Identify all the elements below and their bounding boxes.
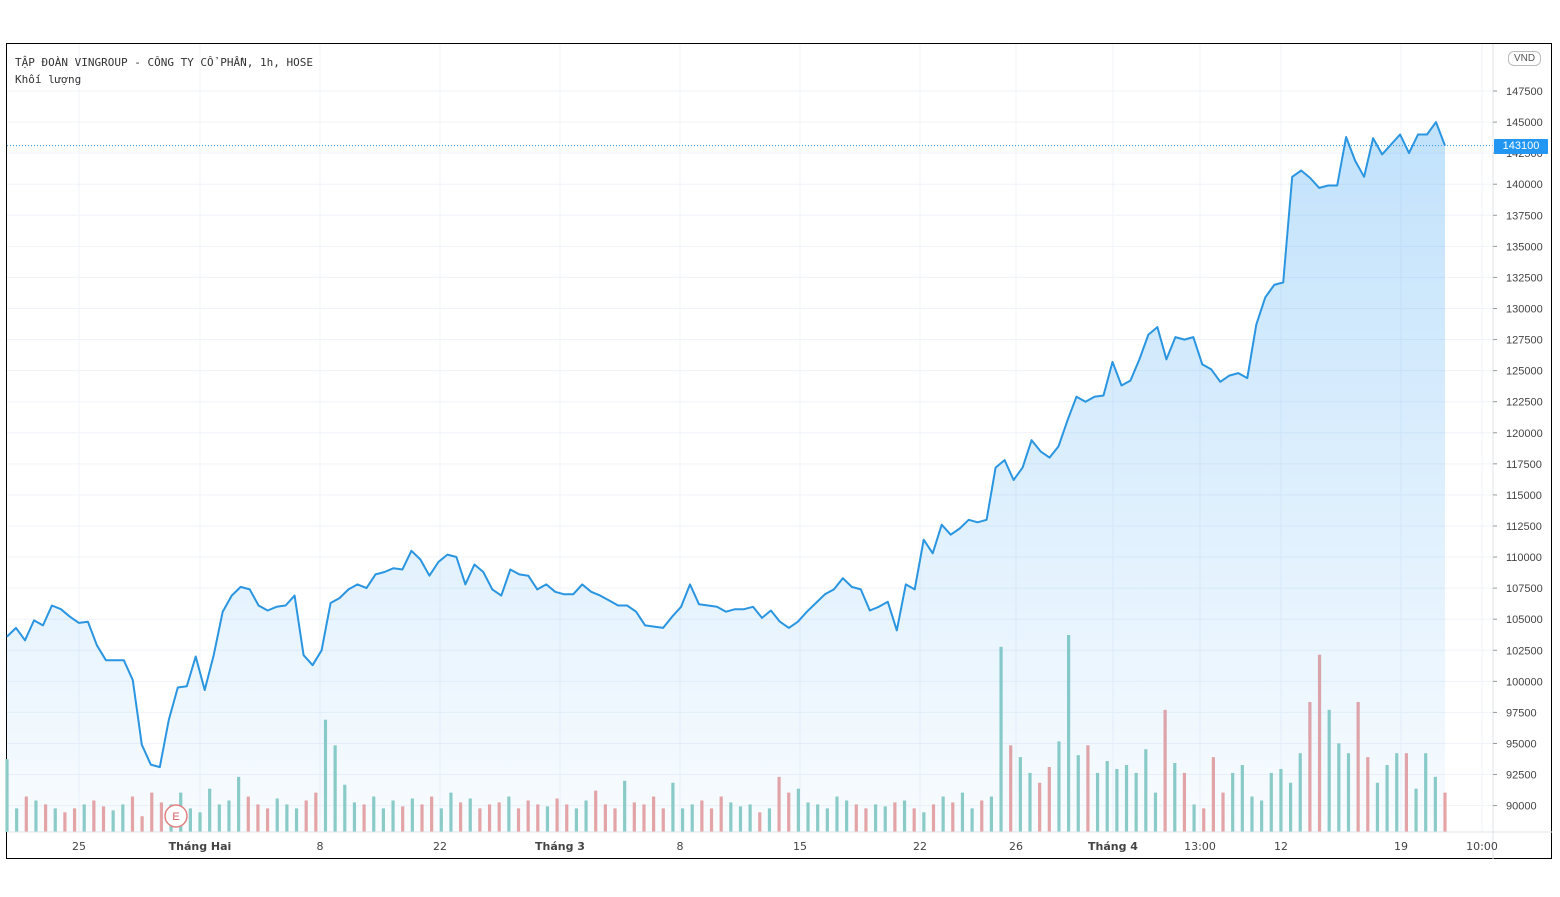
price-tick-label: 92500 (1506, 770, 1537, 782)
current-price-label: 143100 (1494, 139, 1548, 154)
price-tick-label: 115000 (1506, 490, 1542, 502)
price-tick-label: 122500 (1506, 397, 1543, 409)
time-tick-label: 8 (317, 840, 324, 853)
price-tick-label: 147500 (1506, 86, 1543, 98)
time-tick-label: 19 (1394, 840, 1408, 853)
price-axis[interactable]: 1475001450001425001400001375001350001325… (1492, 44, 1543, 859)
currency-button[interactable]: VND (1508, 51, 1542, 66)
volume-indicator-label[interactable]: Khối lượng (15, 73, 82, 86)
price-area-fill (7, 122, 1445, 833)
price-tick-label: 90000 (1506, 801, 1537, 813)
price-area (6, 121, 1493, 833)
price-tick-label: 125000 (1506, 366, 1543, 378)
time-tick-label: 22 (433, 840, 447, 853)
time-tick-label: Tháng 3 (535, 840, 585, 853)
price-tick-label: 102500 (1506, 645, 1543, 657)
earnings-marker (164, 804, 188, 828)
time-axis[interactable]: 25 Tháng Hai 8 22 Tháng 3 8 15 22 26 Tháng 4 13:00… (7, 831, 1552, 853)
symbol-title: TẬP ĐOÀN VINGROUP - CÔNG TY CỔ PHẦN, 1h,… (15, 56, 314, 69)
price-tick-label: 95000 (1506, 738, 1537, 750)
price-tick-label: 117500 (1506, 459, 1542, 471)
time-tick-label: 8 (677, 840, 684, 853)
price-tick-label: 97500 (1506, 707, 1537, 719)
price-tick-label: 137500 (1506, 210, 1543, 222)
price-tick-label: 112500 (1506, 521, 1542, 533)
price-tick-label: 140000 (1506, 179, 1543, 191)
time-tick-label: 13:00 (1184, 840, 1216, 853)
price-tick-label: 100000 (1506, 676, 1543, 688)
time-tick-label: Tháng 4 (1088, 840, 1138, 853)
events-layer: E (164, 804, 188, 828)
price-tick-label: 110000 (1506, 552, 1542, 564)
price-tick-label: 132500 (1506, 272, 1543, 284)
price-line (6, 121, 1446, 769)
price-tick-label: 135000 (1506, 241, 1543, 253)
chart-frame (6, 43, 1552, 859)
price-tick-label: 130000 (1506, 303, 1543, 315)
earnings-marker-label: E (172, 811, 179, 823)
time-tick-label: 26 (1009, 840, 1023, 853)
time-tick-label: 22 (913, 840, 927, 853)
price-tick-label: 145000 (1506, 117, 1543, 129)
price-tick-label: 120000 (1506, 428, 1543, 440)
time-tick-label: 10:00 (1466, 840, 1498, 853)
time-tick-label: 12 (1274, 840, 1288, 853)
price-tick-label: 127500 (1506, 335, 1543, 347)
time-tick-label: 25 (72, 840, 86, 853)
price-tick-label: 107500 (1506, 583, 1543, 595)
time-tick-label: 15 (793, 840, 807, 853)
price-tick-label: 105000 (1506, 614, 1543, 626)
time-tick-label: Tháng Hai (169, 840, 232, 853)
